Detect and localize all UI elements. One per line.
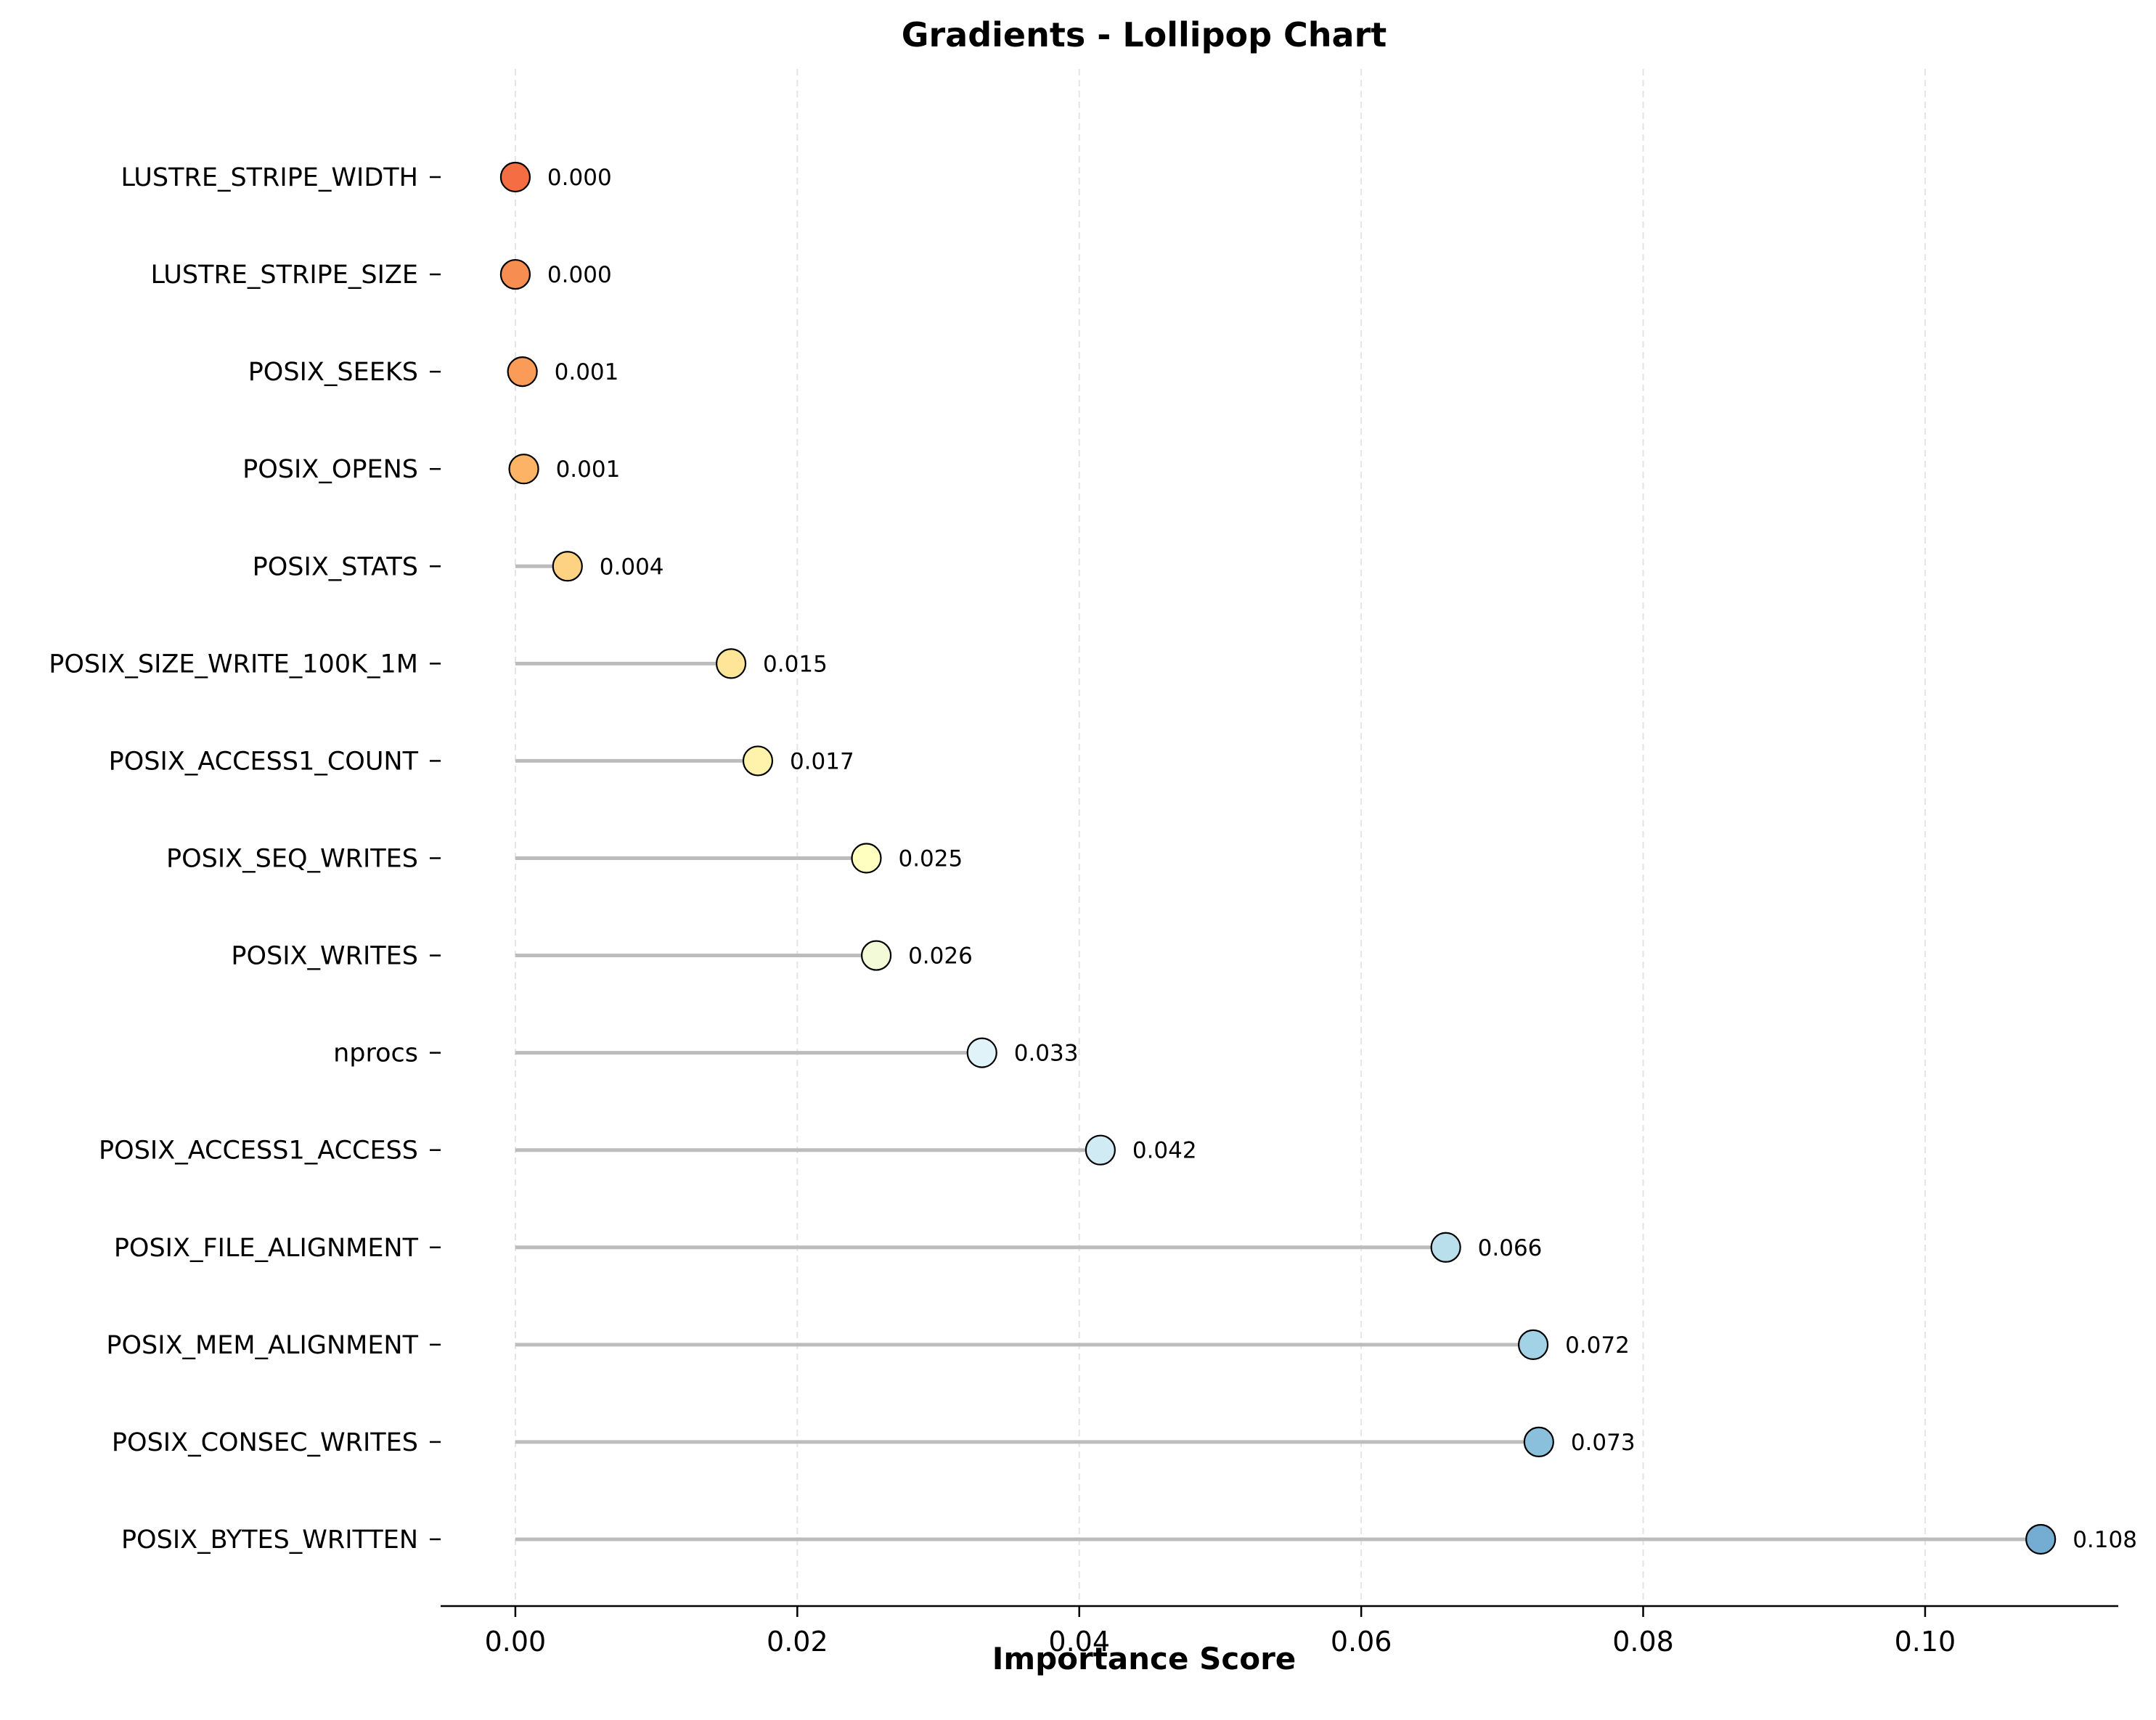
y-tick-label-13: POSIX_CONSEC_WRITES <box>112 1428 418 1457</box>
value-label-10: 0.042 <box>1132 1138 1197 1164</box>
value-label-14: 0.108 <box>2073 1527 2137 1553</box>
marker-2 <box>507 356 538 388</box>
y-tick-label-14: POSIX_BYTES_WRITTEN <box>121 1526 418 1555</box>
value-label-13: 0.073 <box>1571 1430 1636 1456</box>
y-tick-label-7: POSIX_SEQ_WRITES <box>166 844 418 873</box>
y-axis-ticks: LUSTRE_STRIPE_WIDTH LUSTRE_STRIPE_SIZE POS… <box>49 163 441 1555</box>
y-tick-label-1: LUSTRE_STRIPE_SIZE <box>151 261 419 290</box>
value-label-6: 0.017 <box>790 748 854 774</box>
y-tick-label-9: nprocs <box>333 1039 418 1068</box>
x-axis: 0.00 0.02 0.04 0.06 0.08 0.10 <box>441 1605 2118 1658</box>
y-tick-label-6: POSIX_ACCESS1_COUNT <box>109 747 419 776</box>
marker-3 <box>508 454 539 485</box>
x-tick-label-1: 0.02 <box>767 1626 828 1658</box>
marker-5 <box>715 648 747 679</box>
marker-13 <box>1523 1426 1554 1458</box>
value-label-4: 0.004 <box>600 554 664 580</box>
value-label-3: 0.001 <box>556 456 621 483</box>
marker-0 <box>499 161 531 193</box>
x-tick-label-3: 0.06 <box>1331 1626 1392 1658</box>
x-tick-label-4: 0.08 <box>1612 1626 1674 1658</box>
value-label-0: 0.000 <box>547 165 612 191</box>
y-tick-label-4: POSIX_STATS <box>253 552 418 581</box>
value-label-5: 0.015 <box>763 651 828 677</box>
y-tick-label-8: POSIX_WRITES <box>231 942 418 971</box>
marker-14 <box>2025 1523 2057 1555</box>
value-label-12: 0.072 <box>1565 1332 1630 1359</box>
value-label-8: 0.026 <box>908 943 973 970</box>
marker-4 <box>552 551 583 582</box>
marker-1 <box>499 258 531 290</box>
y-tick-label-3: POSIX_OPENS <box>242 455 418 484</box>
x-tick-label-0: 0.00 <box>485 1626 547 1658</box>
y-tick-label-2: POSIX_SEEKS <box>248 358 418 387</box>
marker-12 <box>1517 1329 1549 1360</box>
x-tick-label-5: 0.10 <box>1895 1626 1956 1658</box>
value-label-7: 0.025 <box>898 845 963 872</box>
y-tick-label-5: POSIX_SIZE_WRITE_100K_1M <box>49 650 418 679</box>
marker-10 <box>1085 1134 1116 1166</box>
marker-9 <box>966 1037 997 1068</box>
y-tick-label-11: POSIX_FILE_ALIGNMENT <box>114 1234 419 1263</box>
value-label-11: 0.066 <box>1478 1235 1543 1261</box>
x-axis-label: Importance Score <box>992 1641 1297 1676</box>
value-label-1: 0.000 <box>547 262 612 288</box>
marker-6 <box>742 745 774 777</box>
lollipop-stems <box>515 369 2041 1541</box>
y-tick-label-10: POSIX_ACCESS1_ACCESS <box>99 1137 418 1166</box>
x-tick-label-2: 0.04 <box>1048 1626 1110 1658</box>
marker-11 <box>1430 1232 1461 1263</box>
marker-8 <box>860 940 892 971</box>
value-labels: 0.000 0.000 0.001 0.001 0.004 0.015 0.017 0.025… <box>547 165 2137 1553</box>
y-tick-label-12: POSIX_MEM_ALIGNMENT <box>106 1331 418 1360</box>
lollipop-markers <box>499 161 2057 1555</box>
marker-7 <box>851 843 882 874</box>
value-label-2: 0.001 <box>555 359 619 385</box>
chart-title: Gradients - Lollipop Chart <box>902 15 1387 54</box>
value-label-9: 0.033 <box>1014 1041 1079 1067</box>
y-tick-label-0: LUSTRE_STRIPE_WIDTH <box>121 163 418 192</box>
grid-lines <box>514 69 1926 1600</box>
